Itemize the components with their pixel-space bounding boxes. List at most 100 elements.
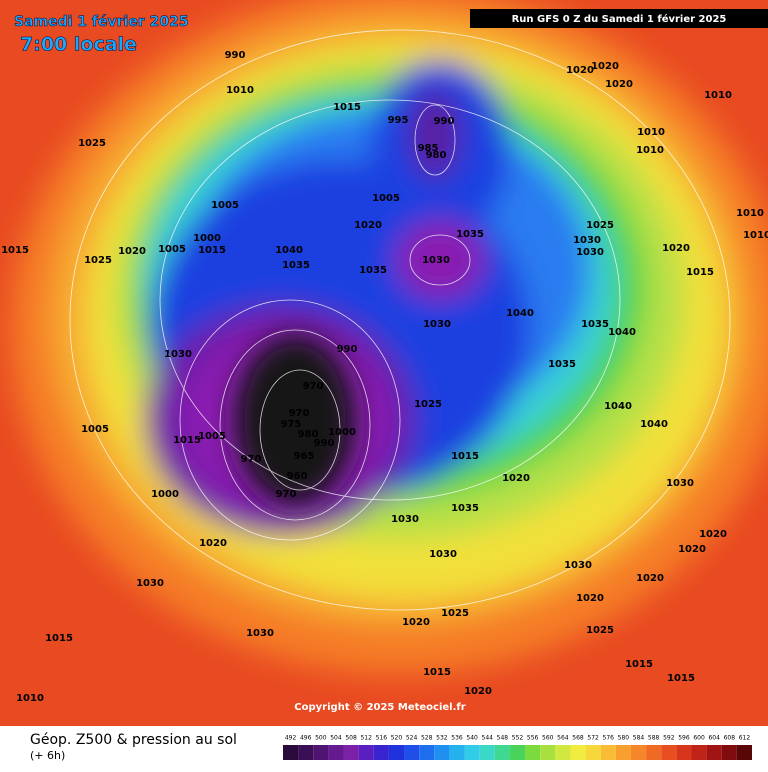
scale-tick-label: 524 [406,735,418,742]
copyright: Copyright © 2025 Meteociel.fr [294,702,465,713]
scale-tick-label: 512 [360,735,372,742]
isobar-label: 970 [241,454,262,465]
isobar-label: 1025 [586,220,614,231]
run-box [470,9,768,28]
isobar-label: 1040 [604,401,632,412]
geopotential-field [0,0,768,726]
color-swatch [419,745,435,760]
color-swatch [736,745,752,760]
isobar-label: 1000 [328,427,356,438]
scale-tick-label: 588 [648,735,660,742]
scale-tick-label: 604 [708,735,720,742]
isobar-label: 990 [225,50,246,61]
isobar-label: 1015 [451,451,479,462]
isobar-label: 1030 [666,478,694,489]
isobar-label: 1025 [84,255,112,266]
color-swatch [525,745,541,760]
scale-tick-label: 572 [587,735,599,742]
isobar-label: 1020 [662,243,690,254]
time-title: 7:00 locale [20,34,137,56]
isobar-label: 1015 [45,633,73,644]
isobar-label: 1020 [464,686,492,697]
isobar-label: 1030 [564,560,592,571]
isobar-label: 1000 [151,489,179,500]
isobar-label: 1025 [414,399,442,410]
isobar-label: 1025 [78,138,106,149]
scale-tick-label: 596 [678,735,690,742]
isobar-label: 1010 [743,230,768,241]
isobar-label: 1030 [423,319,451,330]
isobar-label: 1035 [451,503,479,514]
isobar-label: 1020 [402,617,430,628]
isobar-label: 970 [276,489,297,500]
scale-tick-label: 544 [482,735,494,742]
color-swatch [494,745,510,760]
footer-lead: (+ 6h) [30,749,65,762]
color-swatch [555,745,571,760]
scale-tick-label: 580 [618,735,630,742]
color-swatch [388,745,405,760]
color-swatch [615,745,631,760]
isobar-label: 960 [287,471,308,482]
isobar-label: 1035 [581,319,609,330]
isobar-label: 965 [294,451,315,462]
scale-tick-label: 508 [345,735,357,742]
color-swatch [479,745,495,760]
isobar-label: 1020 [199,538,227,549]
scale-tick-label: 576 [603,735,615,742]
color-swatch [373,745,389,760]
isobar-label: 985 [418,143,439,154]
scale-tick-label: 556 [527,735,539,742]
color-swatch [434,745,450,760]
isobar-label: 1010 [736,208,764,219]
scale-tick-label: 560 [542,735,554,742]
color-scale: 492 496 500 504 508 512 516 520 524 528 532 536 540 5… [283,735,752,760]
isobar-label: 1020 [591,61,619,72]
isobar-label: 1010 [637,127,665,138]
scale-tick-label: 608 [724,735,736,742]
isobar-label: 1030 [136,578,164,589]
isobar-label: 1015 [1,245,29,256]
isobar-label: 1005 [81,424,109,435]
color-swatch [343,745,359,760]
isobar-label: 1010 [704,90,732,101]
footer-title: Géop. Z500 & pression au sol [30,732,237,748]
isobar-label: 1025 [586,625,614,636]
color-swatch [721,745,737,760]
scale-tick-label: 520 [391,735,403,742]
color-swatch [661,745,677,760]
isobar-label: 1020 [636,573,664,584]
isobar-label: 1005 [372,193,400,204]
isobar-label: 1005 [158,244,186,255]
isobar-label: 990 [434,116,455,127]
isobar-label: 1015 [173,435,201,446]
isobar-label: 970 [303,381,324,392]
color-swatch [404,745,420,760]
isobar-label: 1040 [608,327,636,338]
isobar-label: 1010 [16,693,44,704]
color-swatch [646,745,662,760]
scale-tick-label: 548 [497,735,509,742]
isobar-label: 1020 [502,473,530,484]
color-swatch [464,745,480,760]
isobar-label: 1015 [667,673,695,684]
isobar-label: 1005 [211,200,239,211]
color-swatch [585,745,601,760]
isobar-label: 975 [281,419,302,430]
color-swatch [283,745,299,760]
isobar-label: 1035 [456,229,484,240]
isobar-label: 1015 [198,245,226,256]
color-swatch [298,745,314,760]
isobar-label: 980 [298,429,319,440]
color-swatch [540,745,556,760]
isobar-label: 1015 [625,659,653,670]
isobar-label: 970 [289,408,310,419]
isobar-label: 1010 [226,85,254,96]
date-title: Samedi 1 février 2025 [14,14,189,30]
scale-tick-label: 564 [557,735,569,742]
color-swatch [706,745,722,760]
isobar-label: 1020 [699,529,727,540]
isobar-label: 1035 [282,260,310,271]
scale-tick-label: 552 [512,735,524,742]
